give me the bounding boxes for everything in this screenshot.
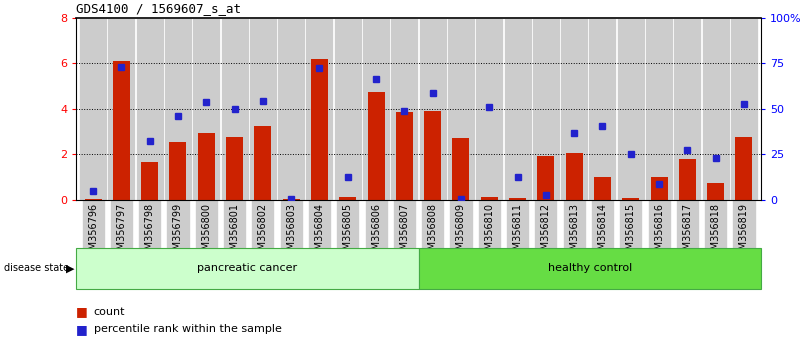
Bar — [170, 142, 187, 200]
Bar — [226, 137, 243, 200]
FancyBboxPatch shape — [419, 18, 447, 200]
FancyBboxPatch shape — [135, 18, 163, 200]
Bar — [425, 111, 441, 200]
Bar — [311, 59, 328, 200]
Bar — [622, 198, 639, 200]
FancyBboxPatch shape — [560, 18, 588, 200]
FancyBboxPatch shape — [730, 18, 758, 200]
Bar — [396, 112, 413, 200]
FancyBboxPatch shape — [220, 18, 248, 200]
Text: pancreatic cancer: pancreatic cancer — [197, 263, 297, 273]
FancyBboxPatch shape — [192, 18, 220, 200]
Bar — [340, 196, 356, 200]
FancyBboxPatch shape — [702, 18, 730, 200]
Text: count: count — [94, 307, 125, 316]
Bar — [453, 138, 469, 200]
Bar — [113, 61, 130, 200]
FancyBboxPatch shape — [674, 18, 702, 200]
FancyBboxPatch shape — [249, 18, 277, 200]
FancyBboxPatch shape — [164, 18, 192, 200]
FancyBboxPatch shape — [589, 18, 617, 200]
Text: ▶: ▶ — [66, 263, 74, 273]
FancyBboxPatch shape — [362, 18, 390, 200]
FancyBboxPatch shape — [475, 18, 503, 200]
FancyBboxPatch shape — [107, 18, 135, 200]
Bar — [650, 177, 667, 200]
Bar — [679, 159, 696, 200]
Bar — [594, 177, 611, 200]
Text: healthy control: healthy control — [548, 263, 632, 273]
Text: disease state: disease state — [4, 263, 69, 273]
Text: percentile rank within the sample: percentile rank within the sample — [94, 324, 282, 334]
Bar — [255, 126, 272, 200]
Bar — [198, 133, 215, 200]
Text: ■: ■ — [76, 323, 88, 336]
Bar — [283, 199, 300, 200]
Bar — [707, 183, 724, 200]
Bar — [481, 196, 497, 200]
FancyBboxPatch shape — [305, 18, 333, 200]
FancyBboxPatch shape — [645, 18, 673, 200]
Text: ■: ■ — [76, 305, 88, 318]
Bar — [566, 153, 582, 200]
FancyBboxPatch shape — [79, 18, 107, 200]
FancyBboxPatch shape — [390, 18, 418, 200]
FancyBboxPatch shape — [617, 18, 645, 200]
Text: GDS4100 / 1569607_s_at: GDS4100 / 1569607_s_at — [76, 2, 241, 15]
FancyBboxPatch shape — [277, 18, 305, 200]
Bar — [537, 155, 554, 200]
Bar — [368, 92, 384, 200]
FancyBboxPatch shape — [334, 18, 362, 200]
Bar — [509, 198, 526, 200]
FancyBboxPatch shape — [447, 18, 475, 200]
FancyBboxPatch shape — [504, 18, 532, 200]
Bar — [85, 199, 102, 200]
Bar — [735, 137, 752, 200]
FancyBboxPatch shape — [532, 18, 560, 200]
Bar — [141, 162, 158, 200]
